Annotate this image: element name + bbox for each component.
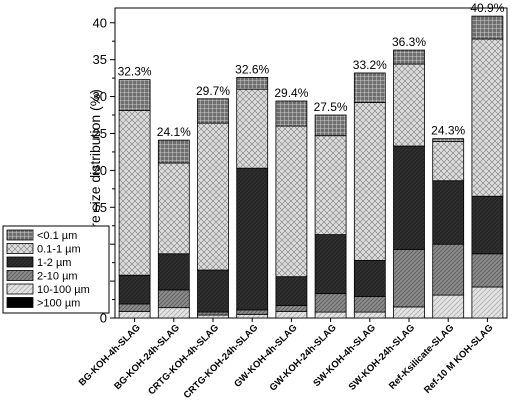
bar-segment	[197, 122, 229, 271]
bar-segment	[432, 138, 465, 142]
bar-segment	[353, 296, 386, 313]
plot-area-border	[114, 7, 508, 319]
bar-segment	[314, 293, 347, 313]
bar-total-label: 29.7%	[196, 84, 230, 98]
bar-segment	[314, 135, 347, 235]
bar-segment	[471, 253, 504, 288]
x-category-label: BG-KOH-24h-SLAG	[112, 322, 182, 392]
legend-entry-label: >100 µm	[37, 298, 80, 310]
bar-segment	[157, 253, 190, 291]
legend-entry-label: <0.1 µm	[37, 230, 77, 242]
legend-swatch	[6, 283, 34, 295]
plot-frame	[114, 7, 508, 319]
bar-segment	[353, 260, 386, 297]
bar-segment	[393, 306, 425, 319]
total-labels: 32.3% 24.1% 29.7% 32.6% 29.4% 27.5% 33.2% 36.3%…	[118, 1, 505, 139]
bar-total-label: 33.2%	[353, 58, 387, 72]
bar-total-label: 32.6%	[235, 62, 269, 76]
bar-segment	[314, 234, 347, 295]
y-tick-label: 15	[93, 200, 107, 215]
bar-segment	[197, 98, 229, 124]
legend-swatch	[6, 270, 34, 281]
bar-segment	[118, 303, 151, 312]
bar-total-label: 40.9%	[470, 1, 504, 15]
legend-entry-label: 1-2 µm	[37, 257, 71, 269]
bar-segment	[275, 276, 308, 306]
bar-segment	[157, 289, 190, 309]
legend-entry-label: 0.1-1 µm	[37, 244, 81, 256]
legend-swatch	[6, 229, 34, 241]
x-category-label: SW-KOH-24h-SLAG	[347, 322, 417, 392]
bar-segment	[157, 139, 190, 164]
bar-segment	[197, 314, 229, 319]
bar-segment	[118, 274, 151, 305]
x-category-label: GW-KOH-24h-SLAG	[268, 322, 339, 393]
bar-segment	[275, 305, 308, 312]
legend-entry-label: 10-100 µm	[37, 284, 90, 296]
bar-segment	[236, 167, 269, 311]
bar-segment	[157, 162, 190, 255]
bar-total-label: 27.5%	[314, 100, 348, 114]
bar-segment	[393, 63, 425, 147]
x-category-label: CRTG-KOH-4h-SLAG	[146, 322, 221, 397]
bar-segment	[393, 145, 425, 250]
bar-total-label: 36.3%	[392, 35, 426, 49]
bar-segment	[236, 88, 269, 169]
bar-segment	[432, 180, 465, 245]
bar-segment	[197, 311, 229, 316]
bar-total-label: 29.4%	[274, 86, 308, 100]
bar-segment	[197, 269, 229, 313]
y-tick-label: 0	[100, 311, 107, 326]
bar-segment	[314, 311, 347, 319]
y-tick-label: 40	[93, 15, 107, 30]
x-category-label: Ref-10 M KOH-SLAG	[422, 322, 495, 395]
bar-segment	[118, 110, 151, 276]
y-tick-label: 30	[93, 89, 107, 104]
bar-segment	[393, 49, 425, 65]
bar-segment	[236, 313, 269, 319]
bar-segment	[471, 15, 504, 40]
x-category-label: CRTG-KOH-24h-SLAG	[182, 322, 261, 401]
bar-segment	[471, 286, 504, 319]
legend-swatch	[6, 256, 34, 268]
y-tick-label: 35	[93, 52, 107, 67]
bar-segment	[118, 79, 151, 111]
y-tick-label: 25	[93, 126, 107, 141]
bar-segment	[275, 100, 308, 127]
legend-swatch	[6, 243, 34, 254]
legend-entry-label: 2-10 µm	[37, 271, 78, 283]
y-axis-title: Pore size distribution (%)	[87, 89, 103, 245]
bar-segment	[275, 125, 308, 278]
x-axis: BG-KOH-4h-SLAGBG-KOH-24h-SLAGCRTG-KOH-4h…	[77, 318, 496, 401]
bars	[118, 15, 504, 319]
bar-segment	[393, 248, 425, 308]
bar-segment	[353, 311, 386, 319]
bar-segment	[236, 76, 269, 90]
bar-segment	[275, 310, 308, 319]
bar-segment	[314, 114, 347, 137]
bar-segment	[471, 38, 504, 197]
bar-segment	[471, 195, 504, 255]
bar-total-label: 24.1%	[157, 125, 191, 139]
legend-swatch	[6, 297, 34, 308]
bar-segment	[236, 309, 269, 315]
bar-segment	[432, 141, 465, 182]
bar-segment	[353, 72, 386, 103]
bar-segment	[432, 294, 465, 319]
bar-segment	[432, 243, 465, 296]
bar-segment	[353, 102, 386, 261]
x-category-label: Ref-Ksilicate-SLAG	[387, 322, 456, 391]
bar-segment	[157, 307, 190, 319]
y-tick-label: 20	[93, 163, 107, 178]
bar-total-label: 24.3%	[431, 124, 465, 138]
bar-total-label: 32.3%	[118, 65, 152, 79]
bar-segment	[118, 310, 151, 319]
